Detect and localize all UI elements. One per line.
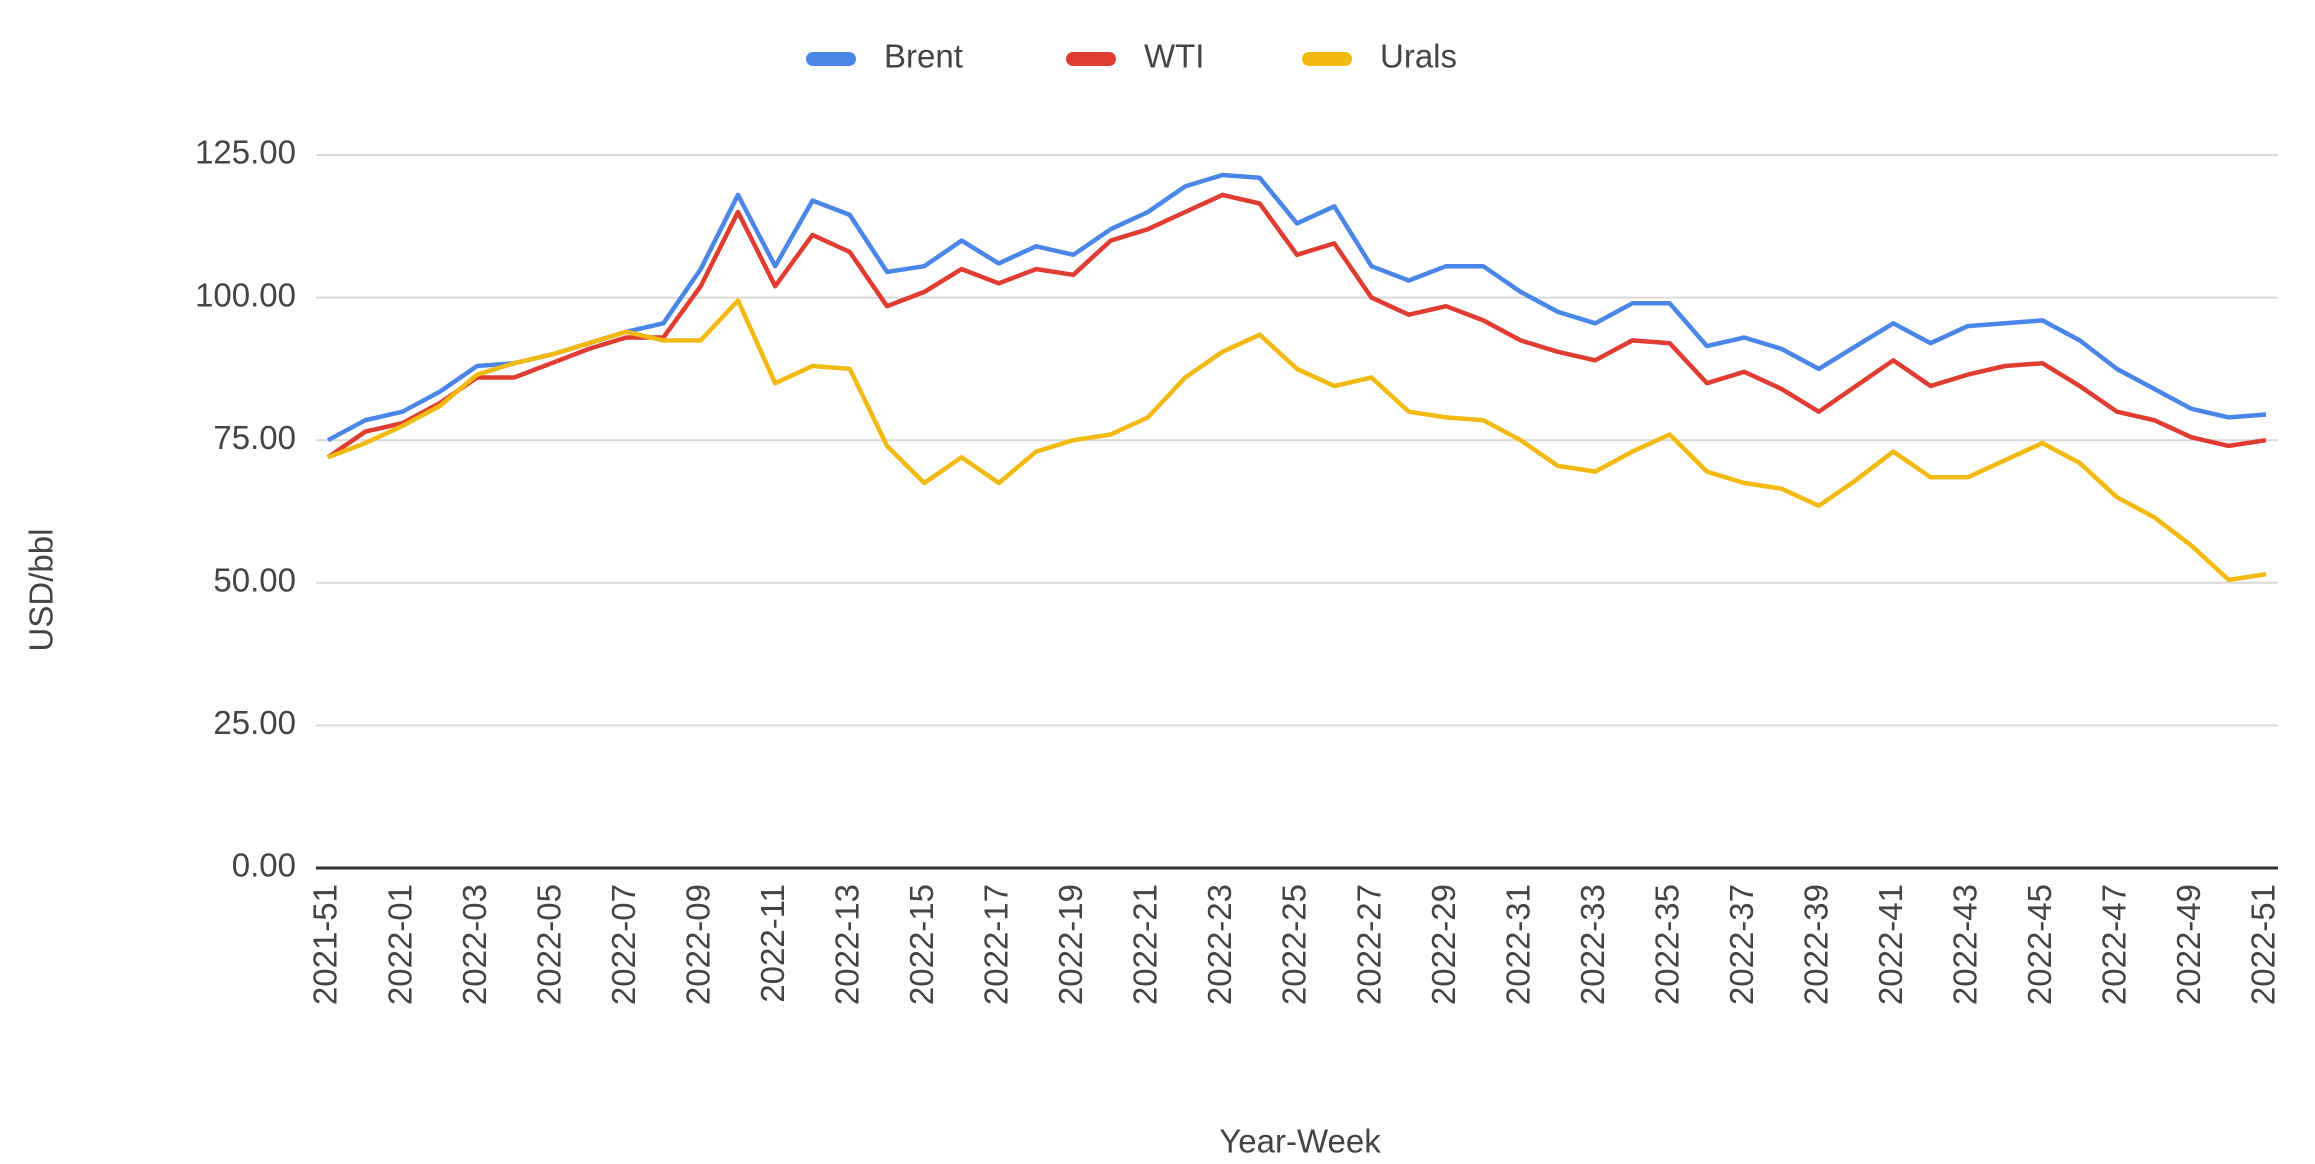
x-tick-label: 2022-45 bbox=[2021, 884, 2058, 1005]
legend-label: Urals bbox=[1380, 38, 1457, 75]
x-tick-label: 2022-09 bbox=[679, 884, 716, 1005]
x-tick-label: 2022-35 bbox=[1648, 884, 1685, 1005]
x-tick-label: 2022-31 bbox=[1499, 884, 1536, 1005]
x-tick-label: 2022-47 bbox=[2096, 884, 2133, 1005]
x-tick-label: 2022-33 bbox=[1574, 884, 1611, 1005]
legend-label: WTI bbox=[1144, 38, 1204, 75]
x-tick-label: 2022-19 bbox=[1052, 884, 1089, 1005]
x-tick-label: 2022-07 bbox=[605, 884, 642, 1005]
y-tick-label: 25.00 bbox=[213, 704, 296, 741]
x-tick-label: 2022-39 bbox=[1797, 884, 1834, 1005]
y-tick-label: 75.00 bbox=[213, 419, 296, 456]
x-tick-label: 2022-05 bbox=[530, 884, 567, 1005]
x-tick-label: 2022-01 bbox=[381, 884, 418, 1005]
legend-swatch bbox=[1066, 52, 1116, 66]
legend-swatch bbox=[806, 52, 856, 66]
x-tick-label: 2022-49 bbox=[2170, 884, 2207, 1005]
x-tick-label: 2022-11 bbox=[754, 884, 791, 1003]
x-tick-label: 2022-27 bbox=[1350, 884, 1387, 1005]
x-tick-label: 2022-03 bbox=[456, 884, 493, 1005]
x-tick-label: 2022-21 bbox=[1127, 884, 1164, 1005]
x-tick-label: 2022-41 bbox=[1872, 884, 1909, 1005]
x-tick-label: 2022-37 bbox=[1723, 884, 1760, 1005]
y-axis-title: USD/bbl bbox=[23, 529, 60, 652]
y-tick-label: 50.00 bbox=[213, 562, 296, 599]
y-tick-label: 0.00 bbox=[232, 847, 296, 884]
x-tick-label: 2022-51 bbox=[2245, 884, 2282, 1005]
x-tick-label: 2022-15 bbox=[903, 884, 940, 1005]
y-tick-label: 125.00 bbox=[195, 134, 296, 171]
x-tick-label: 2021-51 bbox=[307, 884, 344, 1005]
x-tick-label: 2022-17 bbox=[978, 884, 1015, 1005]
x-tick-label: 2022-43 bbox=[1947, 884, 1984, 1005]
y-tick-label: 100.00 bbox=[195, 276, 296, 313]
x-tick-label: 2022-23 bbox=[1201, 884, 1238, 1005]
series-line bbox=[327, 298, 2267, 583]
x-tick-label: 2022-25 bbox=[1276, 884, 1313, 1005]
legend-label: Brent bbox=[884, 38, 963, 75]
series-line bbox=[326, 172, 2267, 443]
x-tick-label: 2022-29 bbox=[1425, 884, 1462, 1005]
x-axis-title: Year-Week bbox=[1219, 1123, 1381, 1160]
x-tick-label: 2022-13 bbox=[828, 884, 865, 1005]
legend-swatch bbox=[1302, 52, 1352, 66]
